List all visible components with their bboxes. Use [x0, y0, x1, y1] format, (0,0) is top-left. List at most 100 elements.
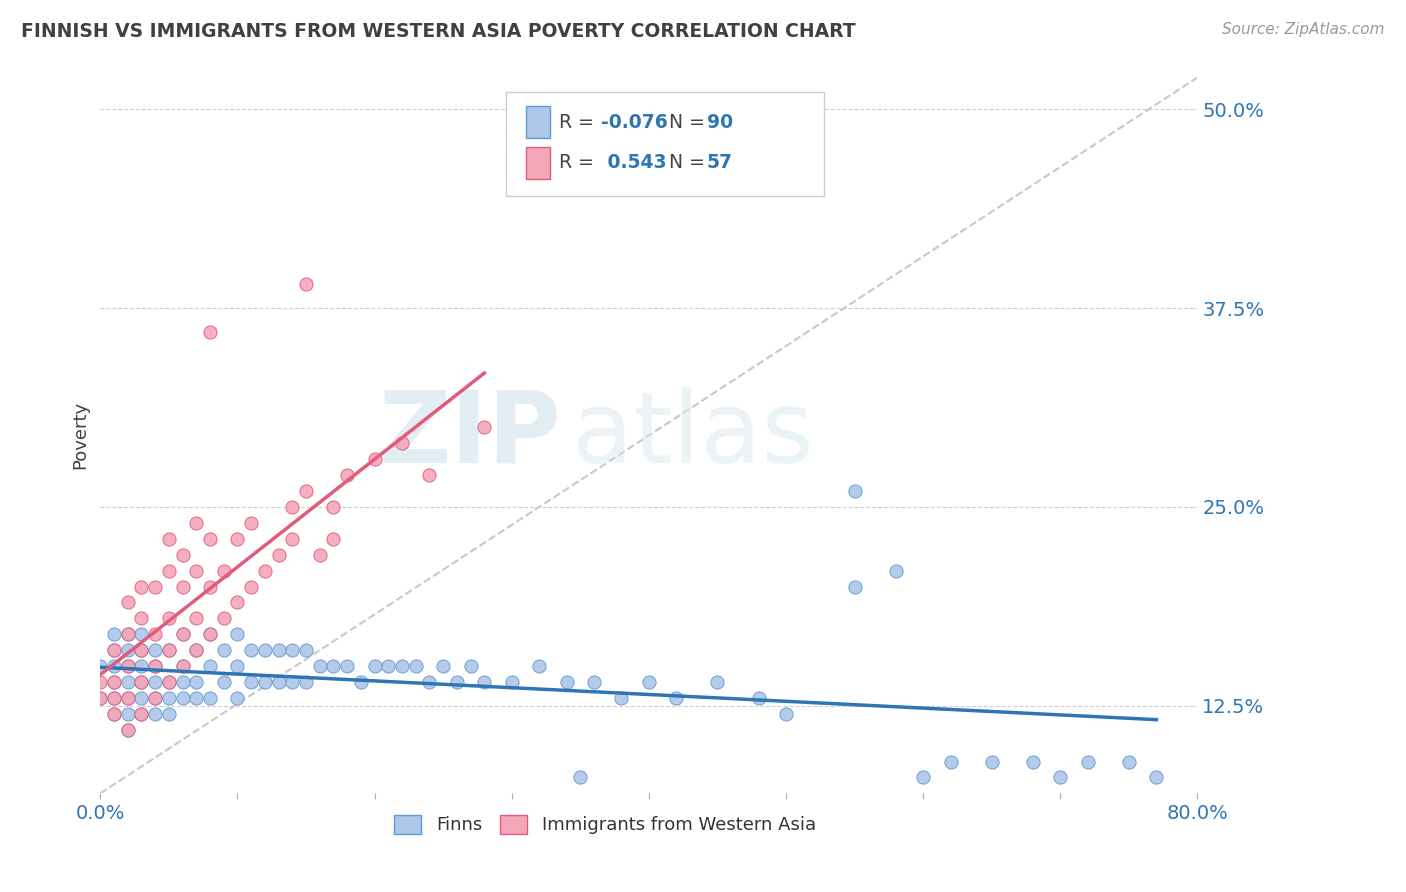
Point [308, 659, 330, 673]
Point [89, 690, 111, 705]
Point [198, 532, 221, 546]
Point [117, 595, 139, 609]
Point [1077, 755, 1099, 769]
Point [186, 611, 208, 625]
Point [1022, 755, 1045, 769]
Point [240, 675, 263, 690]
Point [103, 675, 125, 690]
Point [172, 548, 194, 562]
Point [472, 420, 495, 434]
Point [172, 580, 194, 594]
Point [980, 755, 1002, 769]
Point [253, 643, 276, 657]
Point [143, 675, 166, 690]
Point [253, 564, 276, 578]
Point [103, 706, 125, 721]
Point [172, 690, 194, 705]
Point [117, 659, 139, 673]
Text: R =: R = [560, 112, 600, 132]
Point [212, 675, 235, 690]
Point [281, 675, 304, 690]
Point [131, 706, 153, 721]
Point [281, 532, 304, 546]
Y-axis label: Poverty: Poverty [72, 401, 89, 469]
Point [212, 611, 235, 625]
Point [295, 643, 318, 657]
Point [198, 659, 221, 673]
Point [103, 627, 125, 641]
Point [89, 690, 111, 705]
Point [157, 675, 180, 690]
Point [267, 675, 290, 690]
Point [117, 627, 139, 641]
Point [157, 611, 180, 625]
FancyBboxPatch shape [506, 92, 824, 195]
Text: Source: ZipAtlas.com: Source: ZipAtlas.com [1222, 22, 1385, 37]
Point [117, 659, 139, 673]
Point [472, 675, 495, 690]
Point [198, 627, 221, 641]
Point [253, 675, 276, 690]
Point [157, 690, 180, 705]
Point [295, 484, 318, 499]
Point [131, 643, 153, 657]
Point [186, 516, 208, 530]
Point [186, 643, 208, 657]
Point [143, 706, 166, 721]
Point [226, 627, 249, 641]
Point [143, 643, 166, 657]
Point [186, 675, 208, 690]
Point [1118, 755, 1140, 769]
Point [103, 643, 125, 657]
Point [117, 723, 139, 737]
Point [240, 643, 263, 657]
Point [143, 659, 166, 673]
Point [157, 706, 180, 721]
Point [131, 580, 153, 594]
Point [157, 675, 180, 690]
Point [418, 468, 440, 483]
Point [103, 675, 125, 690]
Point [665, 690, 688, 705]
Point [610, 690, 633, 705]
Point [117, 627, 139, 641]
Text: atlas: atlas [572, 387, 814, 483]
Point [912, 771, 935, 785]
Point [377, 659, 399, 673]
Point [418, 675, 440, 690]
Point [322, 659, 344, 673]
Text: FINNISH VS IMMIGRANTS FROM WESTERN ASIA POVERTY CORRELATION CHART: FINNISH VS IMMIGRANTS FROM WESTERN ASIA … [21, 22, 856, 41]
Point [308, 548, 330, 562]
Point [89, 659, 111, 673]
Text: 90: 90 [707, 112, 733, 132]
Point [131, 675, 153, 690]
Point [117, 675, 139, 690]
Bar [526, 106, 550, 138]
Point [212, 643, 235, 657]
Point [172, 675, 194, 690]
Point [267, 548, 290, 562]
Point [198, 580, 221, 594]
Point [569, 771, 592, 785]
Point [157, 564, 180, 578]
Point [89, 675, 111, 690]
Point [583, 675, 606, 690]
Point [131, 643, 153, 657]
Point [336, 659, 359, 673]
Point [336, 468, 359, 483]
Point [186, 643, 208, 657]
Point [391, 436, 413, 450]
Point [198, 325, 221, 339]
Point [350, 675, 373, 690]
Point [143, 690, 166, 705]
Point [172, 627, 194, 641]
Point [363, 659, 385, 673]
Point [1144, 771, 1167, 785]
Point [117, 690, 139, 705]
Point [143, 580, 166, 594]
Point [186, 690, 208, 705]
Point [322, 500, 344, 514]
Point [186, 564, 208, 578]
Point [391, 659, 413, 673]
Point [131, 675, 153, 690]
